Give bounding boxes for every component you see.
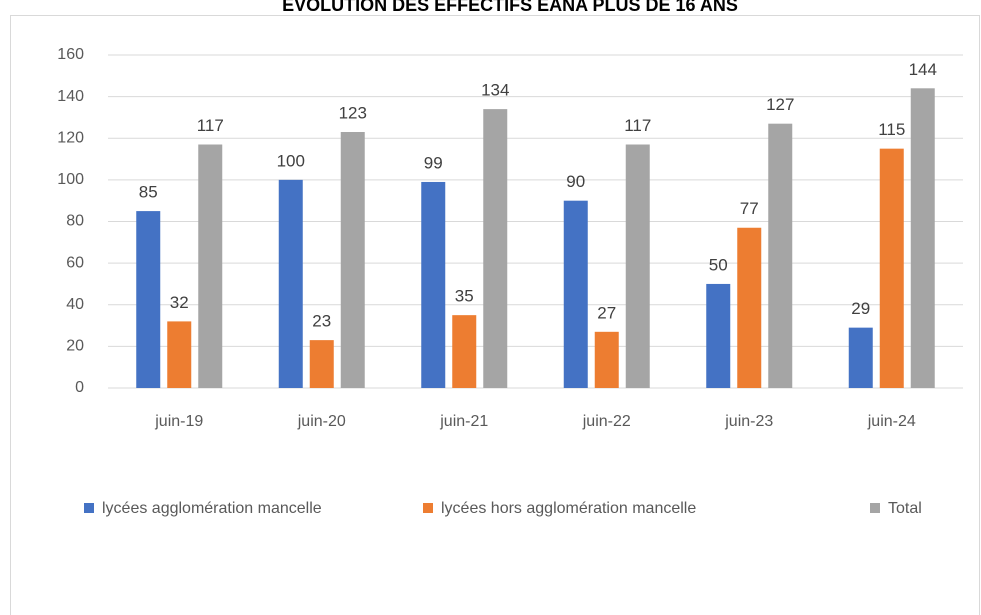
y-tick-label: 40 <box>66 296 84 313</box>
bar <box>594 331 619 388</box>
y-tick-label: 140 <box>57 88 84 105</box>
bar <box>848 327 873 388</box>
data-label: 35 <box>455 287 474 306</box>
bar <box>879 148 904 388</box>
data-label: 123 <box>339 103 367 122</box>
bar <box>910 88 935 389</box>
legend-swatch <box>423 503 433 513</box>
data-label: 29 <box>851 299 870 318</box>
y-tick-label: 100 <box>57 171 84 188</box>
bar <box>167 321 192 388</box>
bar <box>737 227 762 388</box>
bar <box>136 211 161 388</box>
bar <box>625 144 650 388</box>
y-tick-label: 60 <box>66 254 84 271</box>
data-label: 77 <box>740 199 759 218</box>
bar <box>483 109 508 389</box>
bar <box>421 181 446 388</box>
legend-swatch <box>84 503 94 513</box>
chart-title: EVOLUTION DES EFFECTIFS EANA PLUS DE 16 … <box>282 0 738 15</box>
y-tick-label: 160 <box>57 46 84 63</box>
data-label: 117 <box>197 116 224 135</box>
bar <box>309 340 334 388</box>
data-label: 23 <box>312 312 331 331</box>
bar <box>278 179 303 388</box>
y-tick-label: 20 <box>66 338 84 355</box>
x-tick-label: juin-19 <box>154 413 203 430</box>
data-label: 117 <box>624 116 651 135</box>
bar <box>768 123 793 389</box>
data-label: 134 <box>481 81 509 100</box>
data-label: 90 <box>566 172 585 191</box>
data-label: 27 <box>597 303 616 322</box>
y-tick-label: 120 <box>57 129 84 146</box>
data-label: 85 <box>139 183 158 202</box>
legend-label: Total <box>888 500 922 517</box>
x-tick-label: juin-22 <box>582 413 631 430</box>
x-tick-label: juin-21 <box>439 413 488 430</box>
data-label: 100 <box>277 151 305 170</box>
bar <box>563 200 588 388</box>
x-tick-label: juin-24 <box>867 413 916 430</box>
data-label: 115 <box>878 120 905 139</box>
x-tick-label: juin-20 <box>297 413 346 430</box>
data-label: 127 <box>766 95 794 114</box>
y-tick-label: 0 <box>75 379 84 396</box>
x-tick-label: juin-23 <box>724 413 773 430</box>
bar <box>198 144 223 388</box>
bar <box>340 132 365 388</box>
bar <box>706 283 731 388</box>
legend-swatch <box>870 503 880 513</box>
legend-label: lycées hors agglomération mancelle <box>441 500 696 517</box>
data-label: 50 <box>709 255 728 274</box>
y-tick-label: 80 <box>66 213 84 230</box>
bar <box>452 315 477 388</box>
data-label: 144 <box>909 60 937 79</box>
data-label: 99 <box>424 153 443 172</box>
data-label: 32 <box>170 293 189 312</box>
legend-label: lycées agglomération mancelle <box>102 500 322 517</box>
